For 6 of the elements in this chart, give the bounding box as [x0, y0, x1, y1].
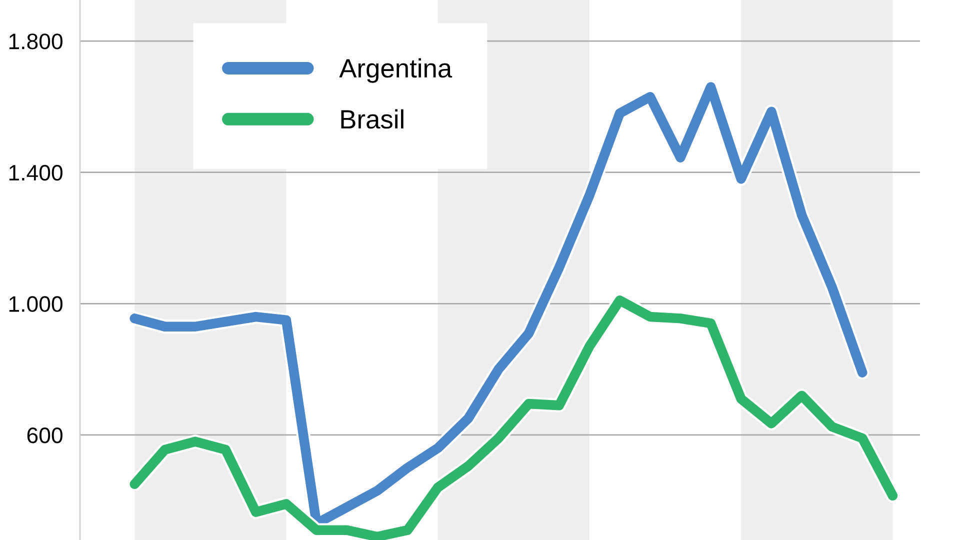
y-tick-label: 1.400 [9, 164, 62, 181]
y-tick-label: 1.800 [9, 34, 62, 50]
y-tick-label: 1.000 [9, 296, 62, 312]
y-tick-label: 600 [27, 427, 62, 444]
legend-label: Argentina [339, 58, 452, 83]
legend-label: Brasil [341, 109, 404, 129]
